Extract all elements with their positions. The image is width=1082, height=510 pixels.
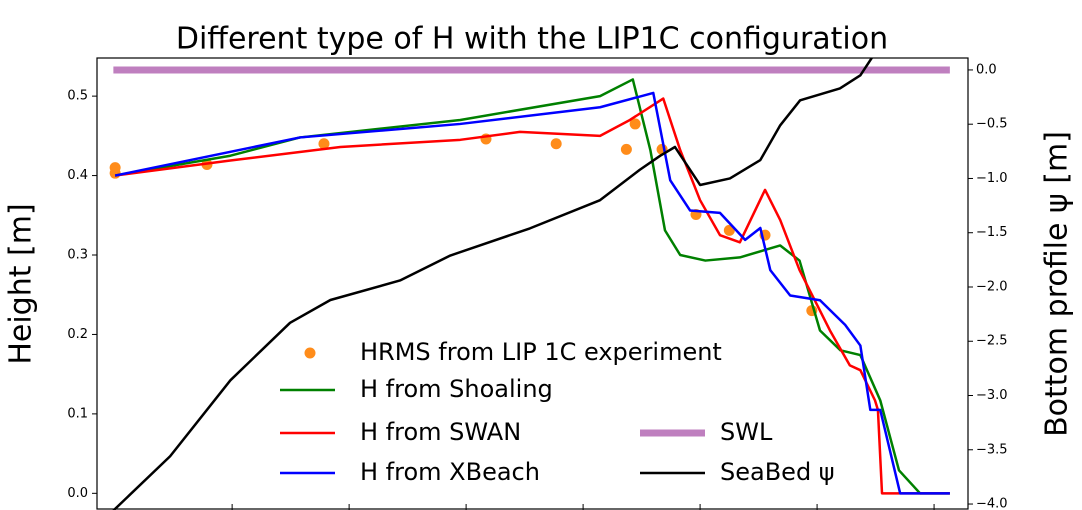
series-line [114,97,950,495]
y2-tick-label: −4.0 [976,497,1008,510]
y2-tick-label: 0.0 [976,62,997,77]
data-point [109,167,121,179]
y-tick-label: 0.4 [67,168,88,183]
chart-title: Different type of H with the LIP1C confi… [176,22,888,57]
data-point [318,138,330,150]
y2-axis-label: Bottom profile ψ [m] [1040,131,1075,437]
legend-label: H from XBeach [360,458,540,486]
y2-tick-label: −1.5 [976,225,1008,240]
legend-label: SWL [720,418,773,446]
y2-tick-label: −1.0 [976,171,1008,186]
y-tick-label: 0.3 [67,248,88,263]
series-line [114,91,950,495]
data-point [620,143,632,155]
plot-frame [96,57,969,510]
legend-marker [304,347,316,359]
series-line [114,78,950,495]
y-tick-label: 0.2 [67,327,88,342]
legend-label: H from SWAN [360,418,521,446]
y2-tick-label: −2.0 [976,279,1008,294]
legend-label: HRMS from LIP 1C experiment [360,338,722,366]
y-tick-label: 0.5 [67,89,88,104]
y-axis-label: Height [m] [4,203,39,364]
y2-tick-label: −2.5 [976,334,1008,349]
series-line [112,58,874,510]
y-tick-label: 0.0 [67,486,88,501]
plot-area [109,58,950,510]
y2-tick-label: −0.5 [976,117,1008,132]
legend-label: H from Shoaling [360,375,553,403]
legend-label: SeaBed ψ [720,458,835,486]
y-tick-label: 0.1 [67,406,88,421]
data-point [550,138,562,150]
y2-tick-label: −3.0 [976,388,1008,403]
y2-tick-label: −3.5 [976,442,1008,457]
data-point [629,118,641,130]
